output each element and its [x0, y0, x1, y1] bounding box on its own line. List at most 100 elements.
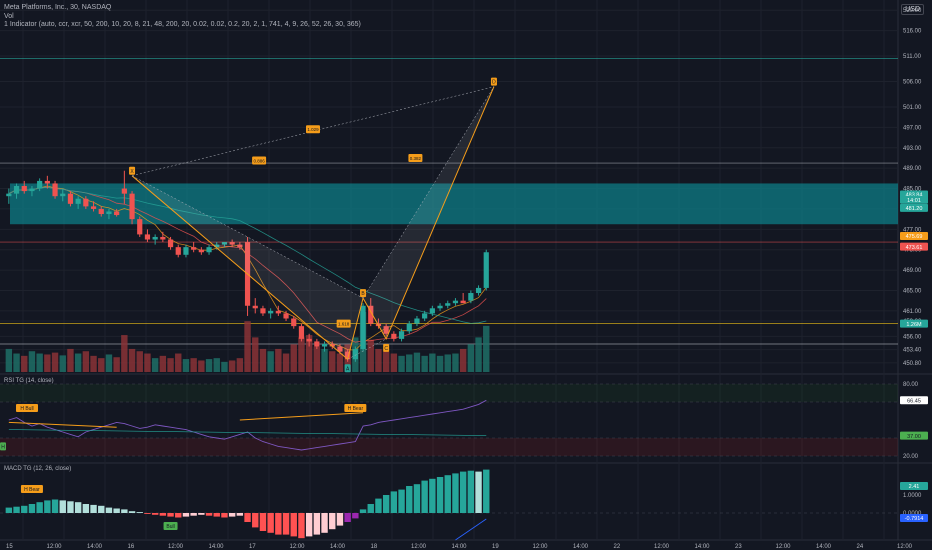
- macd-histogram-bar: [98, 505, 105, 513]
- volume-bar: [305, 335, 313, 372]
- macd-histogram-bar: [329, 513, 336, 530]
- time-tick-label: 12:00: [411, 544, 427, 550]
- price-badge-label: 1.26M: [906, 322, 922, 328]
- macd-histogram-bar: [151, 513, 159, 515]
- candle: [191, 242, 197, 253]
- candle-body: [337, 346, 343, 352]
- candle-body: [429, 308, 435, 314]
- macd-histogram-bar: [113, 508, 120, 513]
- candle-body: [191, 247, 197, 250]
- price-tick-label: 506.00: [903, 80, 922, 86]
- price-badge: [900, 195, 928, 204]
- candle: [67, 191, 74, 207]
- pattern-point-label: D: [492, 80, 496, 86]
- candle: [414, 315, 420, 327]
- candle: [106, 208, 112, 220]
- macd-histogram-bar: [259, 513, 267, 531]
- candle: [360, 303, 366, 352]
- rsi-bull-label: H Bull: [20, 406, 33, 412]
- volume-bar: [175, 353, 182, 372]
- volume-bar: [406, 354, 413, 372]
- volume-bar: [329, 351, 336, 372]
- candle-body: [237, 244, 243, 248]
- macd-histogram-bar: [467, 470, 475, 513]
- volume-bar: [375, 348, 382, 372]
- volume-bar: [298, 337, 305, 372]
- candle-body: [98, 208, 104, 215]
- macd-histogram-bar: [205, 513, 213, 516]
- candle-body: [60, 193, 66, 197]
- candle-body: [67, 193, 74, 204]
- pattern-ratio-label: 1.618: [338, 322, 350, 327]
- candle-body: [114, 211, 120, 216]
- rsi-bear-label: H Bear: [348, 406, 364, 412]
- macd-histogram-bar: [398, 489, 405, 513]
- macd-histogram-bar: [413, 484, 421, 513]
- volume-bar: [259, 348, 267, 372]
- candle: [268, 308, 274, 319]
- candle-body: [175, 247, 181, 255]
- candle: [144, 229, 151, 243]
- indicator-label[interactable]: 1 Indicator (auto, ccr, xcr, 50, 200, 10…: [4, 21, 361, 28]
- candle: [483, 249, 489, 291]
- time-tick-label: 22: [614, 544, 621, 550]
- candle: [221, 242, 228, 248]
- pattern-ratio-line: [347, 338, 387, 360]
- price-badge-label: 481.20: [906, 206, 923, 212]
- volume-bar: [205, 359, 213, 372]
- macd-histogram-bar: [198, 513, 205, 515]
- time-tick-label: 12:00: [897, 544, 913, 550]
- volume-bar: [98, 358, 105, 372]
- candle: [445, 300, 451, 309]
- macd-tick-label: 1.0000: [903, 493, 922, 499]
- price-badge-label: 475.69: [906, 234, 923, 240]
- macd-histogram-bar: [128, 511, 136, 513]
- volume-bar: [113, 357, 120, 372]
- volume-bar: [151, 358, 159, 372]
- candle: [452, 298, 459, 306]
- volume-bar: [190, 358, 197, 372]
- time-tick-label: 14:00: [452, 544, 468, 550]
- pattern-ratio-label: 0.886: [253, 159, 265, 164]
- candle: [321, 341, 328, 352]
- candle: [298, 323, 305, 342]
- macd-histogram-bar: [5, 507, 13, 513]
- volume-bar: [13, 353, 20, 372]
- time-tick-label: 17: [249, 544, 256, 550]
- macd-histogram-bar: [90, 504, 97, 513]
- price-tick-label: 489.00: [903, 166, 922, 172]
- price-badge-label: 14:01: [907, 198, 921, 204]
- macd-histogram-bar: [359, 509, 367, 513]
- pattern-ratio-badge: [336, 319, 351, 328]
- macd-histogram-bar: [298, 513, 305, 539]
- macd-histogram-bar: [44, 500, 51, 513]
- volume-bar: [21, 355, 28, 372]
- candle: [475, 285, 482, 296]
- candle-body: [398, 331, 405, 339]
- candle-body: [206, 247, 212, 253]
- candle: [83, 196, 89, 209]
- time-tick-label: 12:00: [776, 544, 792, 550]
- macd-histogram-bar: [436, 477, 444, 513]
- macd-bear-label: H Bear: [24, 487, 40, 493]
- time-tick-label: 14:00: [209, 544, 225, 550]
- volume-bar: [228, 360, 236, 372]
- volume-bar: [444, 354, 451, 372]
- candle: [6, 188, 12, 204]
- volume-bar: [452, 353, 459, 372]
- volume-bar: [483, 325, 490, 372]
- volume-bar: [51, 352, 59, 372]
- candle: [52, 180, 58, 199]
- candle-body: [106, 211, 112, 215]
- candle-body: [90, 206, 97, 209]
- macd-value-badge: [900, 481, 928, 490]
- currency-badge[interactable]: USD: [901, 4, 924, 15]
- price-badge-label: 473.61: [906, 245, 923, 251]
- macd-histogram-bar: [459, 471, 467, 513]
- volume-bar: [290, 344, 297, 372]
- price-tick-label: 450.80: [903, 361, 922, 367]
- pattern-ratio-badge: [408, 153, 423, 162]
- candle: [37, 178, 43, 192]
- volume-bar: [336, 353, 344, 372]
